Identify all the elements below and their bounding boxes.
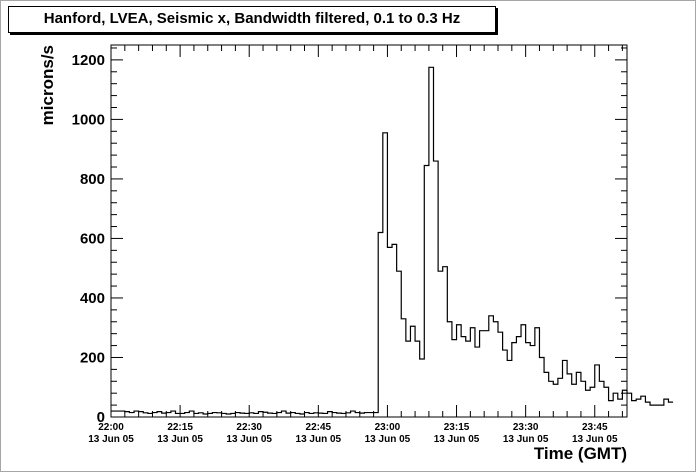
x-tick-label: 23:00 (375, 422, 401, 433)
y-tick-label: 1000 (72, 111, 105, 128)
series-line (111, 66, 674, 415)
y-tick-label: 600 (80, 230, 105, 247)
x-tick-label: 22:45 (306, 422, 332, 433)
y-tick-label: 1200 (72, 52, 105, 69)
x-tick-label: 22:30 (236, 422, 262, 433)
axis-titles: Time (GMT) microns/s (38, 45, 627, 463)
y-axis-title: microns/s (38, 45, 57, 125)
axis-ticks (110, 44, 628, 418)
x-tick-date-label: 13 Jun 05 (226, 434, 272, 445)
plot-frame (110, 44, 628, 418)
x-tick-label: 22:15 (167, 422, 193, 433)
x-tick-label: 23:45 (582, 422, 608, 433)
x-tick-date-label: 13 Jun 05 (88, 434, 134, 445)
y-tick-label: 800 (80, 171, 105, 188)
chart-title: Hanford, LVEA, Seismic x, Bandwidth filt… (43, 10, 461, 27)
x-tick-date-label: 13 Jun 05 (296, 434, 342, 445)
x-tick-label: 22:00 (98, 422, 124, 433)
x-tick-date-label: 13 Jun 05 (157, 434, 203, 445)
series-layer (111, 66, 674, 415)
x-tick-date-label: 13 Jun 05 (434, 434, 480, 445)
x-tick-date-label: 13 Jun 05 (503, 434, 549, 445)
y-tick-label: 0 (97, 409, 105, 426)
chart-title-box: Hanford, LVEA, Seismic x, Bandwidth filt… (8, 6, 496, 33)
x-tick-date-label: 13 Jun 05 (365, 434, 411, 445)
x-tick-date-label: 13 Jun 05 (572, 434, 618, 445)
x-tick-label: 23:15 (444, 422, 470, 433)
x-tick-label: 23:30 (513, 422, 539, 433)
y-tick-label: 400 (80, 290, 105, 307)
y-tick-label: 200 (80, 349, 105, 366)
x-axis-title: Time (GMT) (534, 444, 627, 463)
